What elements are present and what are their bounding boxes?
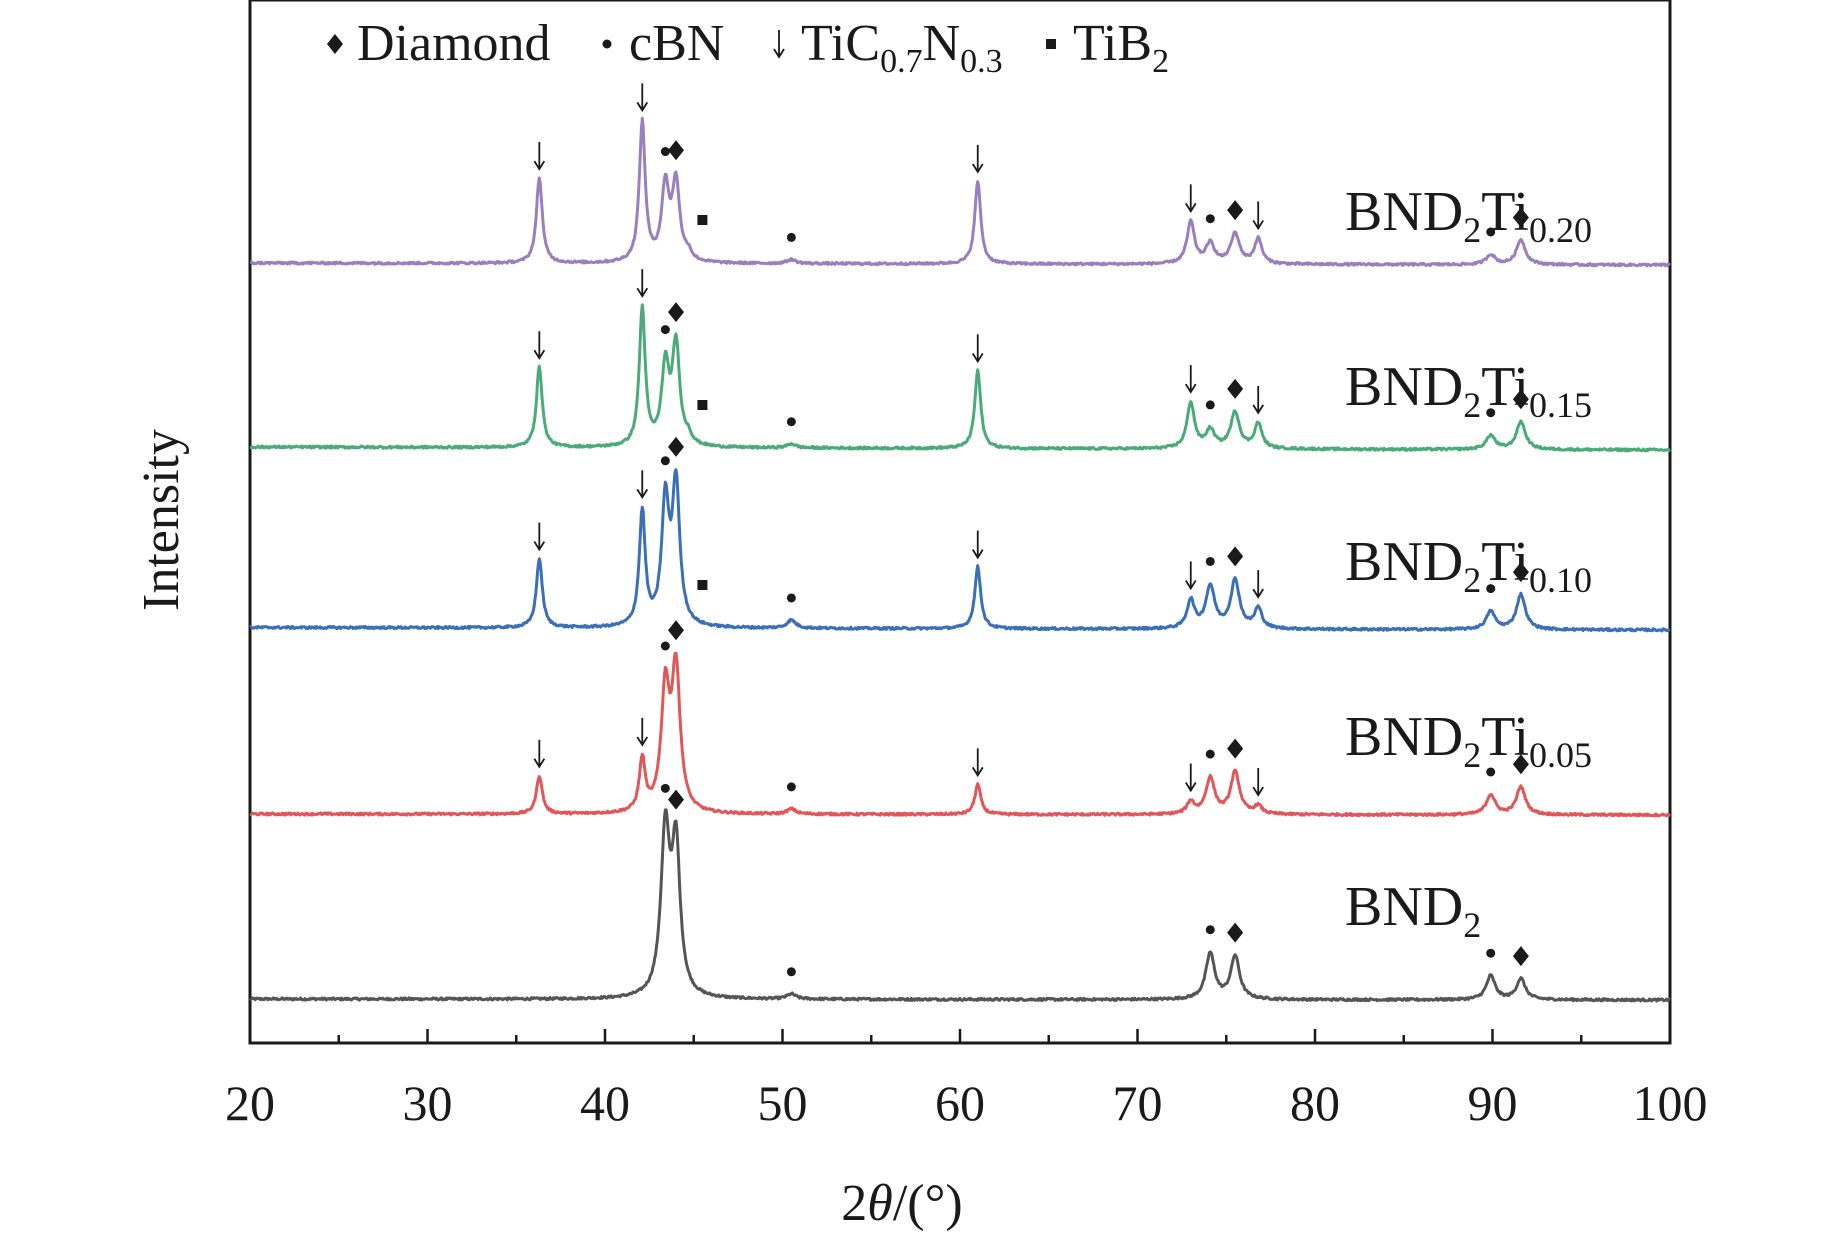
series-label-BND2Ti0.05: BND2Ti0.05 xyxy=(1345,706,1592,775)
tib2-marker xyxy=(697,215,708,225)
legend-entry-arrow: TiC0.7N0.3 xyxy=(801,15,1003,80)
x-tick-label: 40 xyxy=(580,1075,630,1131)
cbn-marker xyxy=(1486,948,1496,958)
cbn-marker xyxy=(660,783,670,793)
legend-entry-circle: cBN xyxy=(629,15,724,72)
diamond-marker xyxy=(1512,389,1529,410)
ticn-marker xyxy=(636,470,649,500)
cbn-marker xyxy=(660,456,670,466)
x-tick-label: 60 xyxy=(935,1075,985,1131)
diamond-marker xyxy=(1227,378,1244,399)
ticn-marker xyxy=(1252,385,1264,415)
tib2-marker xyxy=(697,400,708,410)
ticn-marker xyxy=(1184,763,1197,793)
ticn-marker xyxy=(971,748,984,778)
x-axis: 20 30 40 50 60 70 80 90 100 xyxy=(225,1029,1708,1131)
cbn-marker xyxy=(786,967,796,977)
legend: Diamond cBN TiC0.7N0.3 TiB2 xyxy=(327,15,1169,80)
series-label-BND2Ti0.20: BND2Ti0.20 xyxy=(1345,181,1592,250)
cbn-marker xyxy=(660,147,670,157)
ticn-marker xyxy=(1252,201,1264,231)
ticn-marker xyxy=(533,331,546,360)
cbn-marker xyxy=(1486,227,1496,237)
x-tick-label: 80 xyxy=(1290,1075,1340,1131)
diamond-marker xyxy=(1512,946,1529,967)
x-tick-label: 50 xyxy=(758,1075,808,1131)
cbn-marker xyxy=(660,641,670,651)
ticn-marker xyxy=(1252,768,1264,797)
ticn-marker xyxy=(1184,561,1197,591)
ticn-marker xyxy=(1184,184,1197,214)
trace-BND2Ti0.05 xyxy=(249,651,1671,818)
ticn-marker xyxy=(971,144,984,174)
series-label-BND2Ti0.10: BND2Ti0.10 xyxy=(1345,531,1592,600)
diamond-marker xyxy=(1227,738,1244,759)
diamond-marker xyxy=(668,620,684,641)
trace-BND2Ti0.15 xyxy=(249,303,1671,453)
diamond-marker xyxy=(1227,200,1244,221)
cbn-marker xyxy=(602,39,612,49)
x-tick-label: 30 xyxy=(403,1075,453,1131)
series-label-BND2Ti0.15: BND2Ti0.15 xyxy=(1345,356,1592,425)
x-tick-label: 90 xyxy=(1468,1075,1518,1131)
cbn-marker xyxy=(1486,584,1496,594)
series-label-BND2: BND2 xyxy=(1345,876,1481,945)
cbn-marker xyxy=(660,325,670,335)
cbn-marker xyxy=(1205,925,1215,935)
ticn-marker xyxy=(636,269,649,298)
ticn-marker xyxy=(533,739,546,769)
cbn-marker xyxy=(786,782,796,792)
cbn-marker xyxy=(1205,749,1215,759)
ticn-marker xyxy=(636,717,649,747)
cbn-marker xyxy=(1205,556,1215,566)
ticn-marker xyxy=(971,530,984,560)
cbn-marker xyxy=(786,417,796,427)
ticn-marker xyxy=(636,83,649,113)
trace-BND2 xyxy=(249,808,1671,1003)
legend-entry-square: TiB2 xyxy=(1073,15,1169,80)
ticn-marker xyxy=(533,142,546,171)
diamond-marker xyxy=(668,436,684,457)
diamond-marker xyxy=(327,34,343,54)
x-tick-label: 100 xyxy=(1633,1075,1708,1131)
cbn-marker xyxy=(1205,400,1215,410)
x-tick-label: 20 xyxy=(225,1075,275,1131)
cbn-marker xyxy=(786,593,796,603)
ticn-marker xyxy=(1184,365,1197,394)
y-axis-label: Intensity xyxy=(133,429,190,611)
cbn-marker xyxy=(1486,408,1496,418)
trace-BND2Ti0.20 xyxy=(249,116,1671,268)
legend-entry-diamond: Diamond xyxy=(357,15,551,72)
ticn-marker xyxy=(773,30,785,59)
cbn-marker xyxy=(786,232,796,242)
cbn-marker xyxy=(1486,767,1496,777)
diamond-marker xyxy=(1512,207,1529,228)
ticn-marker xyxy=(1252,570,1264,599)
trace-group xyxy=(249,116,1671,1003)
series-label-group: BND2 BND2Ti0.05 BND2Ti0.10 BND2Ti0.15 BND2Ti… xyxy=(1345,181,1592,945)
peak-marker-group xyxy=(533,83,1529,977)
x-tick-label: 70 xyxy=(1113,1075,1163,1131)
diamond-marker xyxy=(668,789,684,810)
diamond-marker xyxy=(1512,754,1529,775)
trace-BND2Ti0.10 xyxy=(249,468,1671,633)
tib2-marker xyxy=(1046,39,1056,49)
x-axis-label: 2θ/(°) xyxy=(841,1175,962,1232)
diamond-marker xyxy=(1512,562,1529,583)
diamond-marker xyxy=(1227,922,1244,943)
ticn-marker xyxy=(533,522,546,552)
diamond-marker xyxy=(668,140,684,161)
diamond-marker xyxy=(668,302,684,323)
diamond-marker xyxy=(1227,546,1244,567)
tib2-marker xyxy=(697,580,708,590)
ticn-marker xyxy=(971,334,984,364)
cbn-marker xyxy=(1205,214,1215,224)
